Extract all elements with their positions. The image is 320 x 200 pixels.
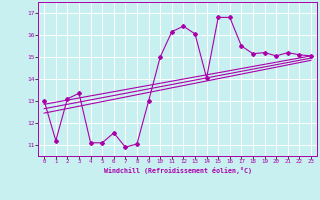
- X-axis label: Windchill (Refroidissement éolien,°C): Windchill (Refroidissement éolien,°C): [104, 167, 252, 174]
